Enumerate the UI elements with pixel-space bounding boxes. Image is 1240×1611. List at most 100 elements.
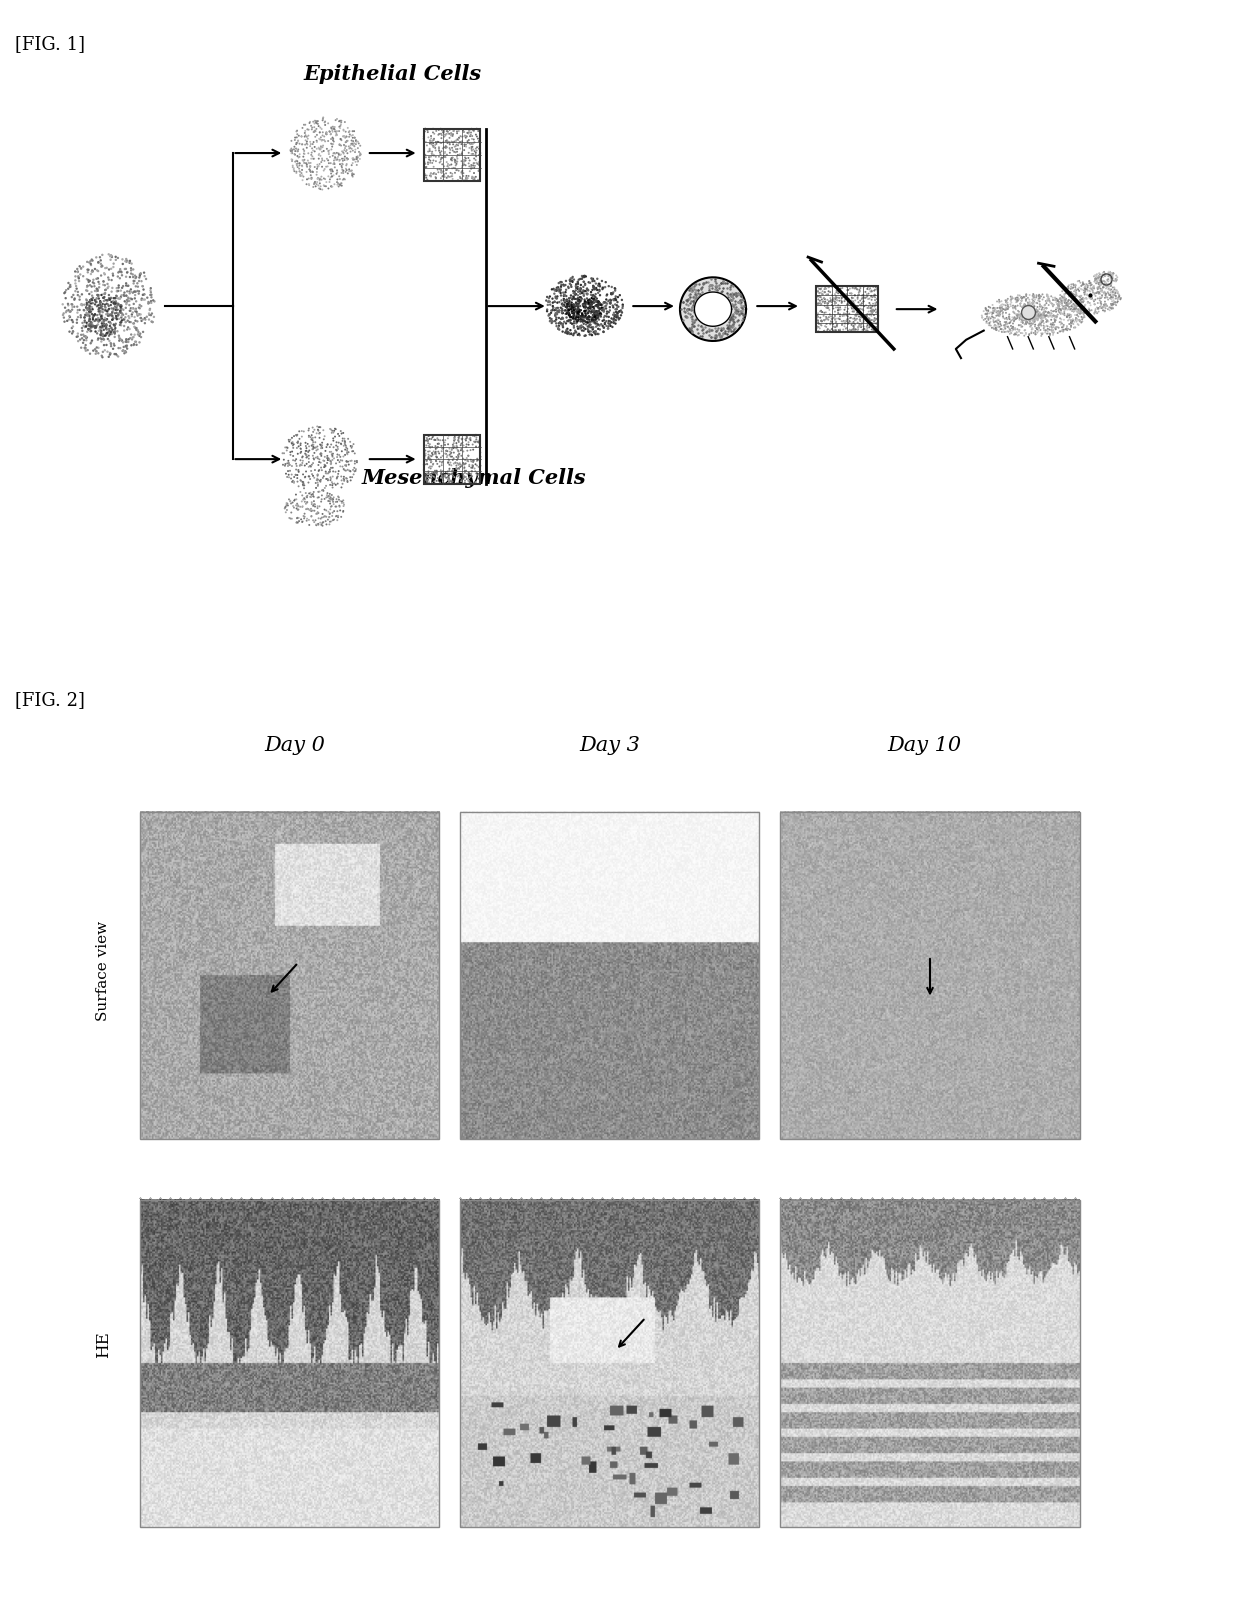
Point: [300, 110, 320, 135]
Point: [544, 277, 564, 303]
Point: [816, 314, 836, 340]
Point: [319, 499, 339, 525]
Point: [567, 290, 587, 316]
Point: [317, 135, 337, 161]
Point: [557, 288, 577, 314]
Point: [1045, 285, 1065, 311]
Point: [558, 292, 578, 317]
Point: [458, 130, 477, 156]
Point: [119, 285, 139, 311]
Point: [578, 292, 598, 317]
Point: [998, 296, 1018, 322]
Point: [461, 122, 481, 148]
Point: [290, 435, 310, 461]
Point: [415, 116, 435, 142]
Point: [438, 449, 458, 475]
Point: [326, 108, 346, 134]
Point: [557, 295, 577, 321]
Point: [588, 280, 608, 306]
Point: [584, 275, 604, 301]
Point: [1101, 284, 1121, 309]
Point: [574, 316, 594, 342]
Point: [434, 161, 454, 187]
Point: [1076, 272, 1096, 298]
Point: [1007, 321, 1027, 346]
Point: [99, 317, 119, 343]
Point: [326, 121, 346, 147]
Point: [808, 290, 828, 316]
Point: [594, 319, 614, 345]
Point: [1017, 296, 1037, 322]
Point: [1090, 295, 1110, 321]
Point: [83, 269, 103, 295]
Point: [58, 296, 78, 322]
Point: [1105, 282, 1125, 308]
Point: [1064, 292, 1084, 317]
Point: [461, 454, 481, 480]
Point: [1063, 309, 1083, 335]
Point: [1009, 317, 1029, 343]
Point: [102, 316, 122, 342]
Point: [863, 292, 883, 317]
Point: [575, 322, 595, 348]
Point: [326, 459, 346, 485]
Point: [420, 456, 440, 482]
Point: [92, 253, 112, 279]
Text: Mesenchymal Cells: Mesenchymal Cells: [362, 467, 587, 488]
Point: [575, 290, 595, 316]
Point: [91, 325, 110, 351]
Point: [812, 274, 832, 300]
Point: [580, 292, 600, 317]
Point: [306, 135, 326, 161]
Point: [281, 466, 301, 491]
Point: [102, 285, 122, 311]
Point: [461, 156, 481, 182]
Point: [1078, 277, 1097, 303]
Point: [280, 441, 300, 467]
Point: [864, 284, 884, 309]
Point: [605, 303, 625, 329]
Point: [131, 304, 151, 330]
Point: [1040, 322, 1060, 348]
Point: [461, 461, 481, 487]
Point: [1086, 296, 1106, 322]
Point: [422, 126, 441, 151]
Point: [569, 300, 589, 325]
Point: [422, 427, 441, 453]
Point: [68, 321, 88, 346]
Point: [451, 148, 471, 174]
Point: [314, 132, 334, 158]
Point: [991, 313, 1011, 338]
Point: [1012, 306, 1032, 332]
Point: [582, 282, 601, 308]
Point: [1017, 295, 1037, 321]
Point: [299, 443, 319, 469]
Point: [299, 118, 319, 143]
Point: [991, 295, 1011, 321]
Point: [1090, 293, 1110, 319]
Point: [74, 309, 94, 335]
Point: [294, 469, 314, 495]
Point: [1068, 293, 1087, 319]
Point: [853, 308, 873, 333]
Point: [1013, 296, 1033, 322]
Point: [599, 304, 619, 330]
Point: [86, 256, 105, 282]
Point: [451, 443, 471, 469]
Point: [1049, 295, 1069, 321]
Point: [461, 130, 481, 156]
Point: [1059, 272, 1079, 298]
Point: [317, 445, 337, 470]
Point: [821, 303, 841, 329]
Point: [131, 293, 151, 319]
Point: [433, 118, 453, 143]
Point: [568, 293, 588, 319]
Point: [608, 304, 627, 330]
Point: [1038, 284, 1058, 309]
Point: [1013, 321, 1033, 346]
Point: [1107, 264, 1127, 290]
Point: [1009, 287, 1029, 313]
Point: [851, 304, 870, 330]
Point: [326, 119, 346, 145]
Point: [320, 491, 340, 517]
